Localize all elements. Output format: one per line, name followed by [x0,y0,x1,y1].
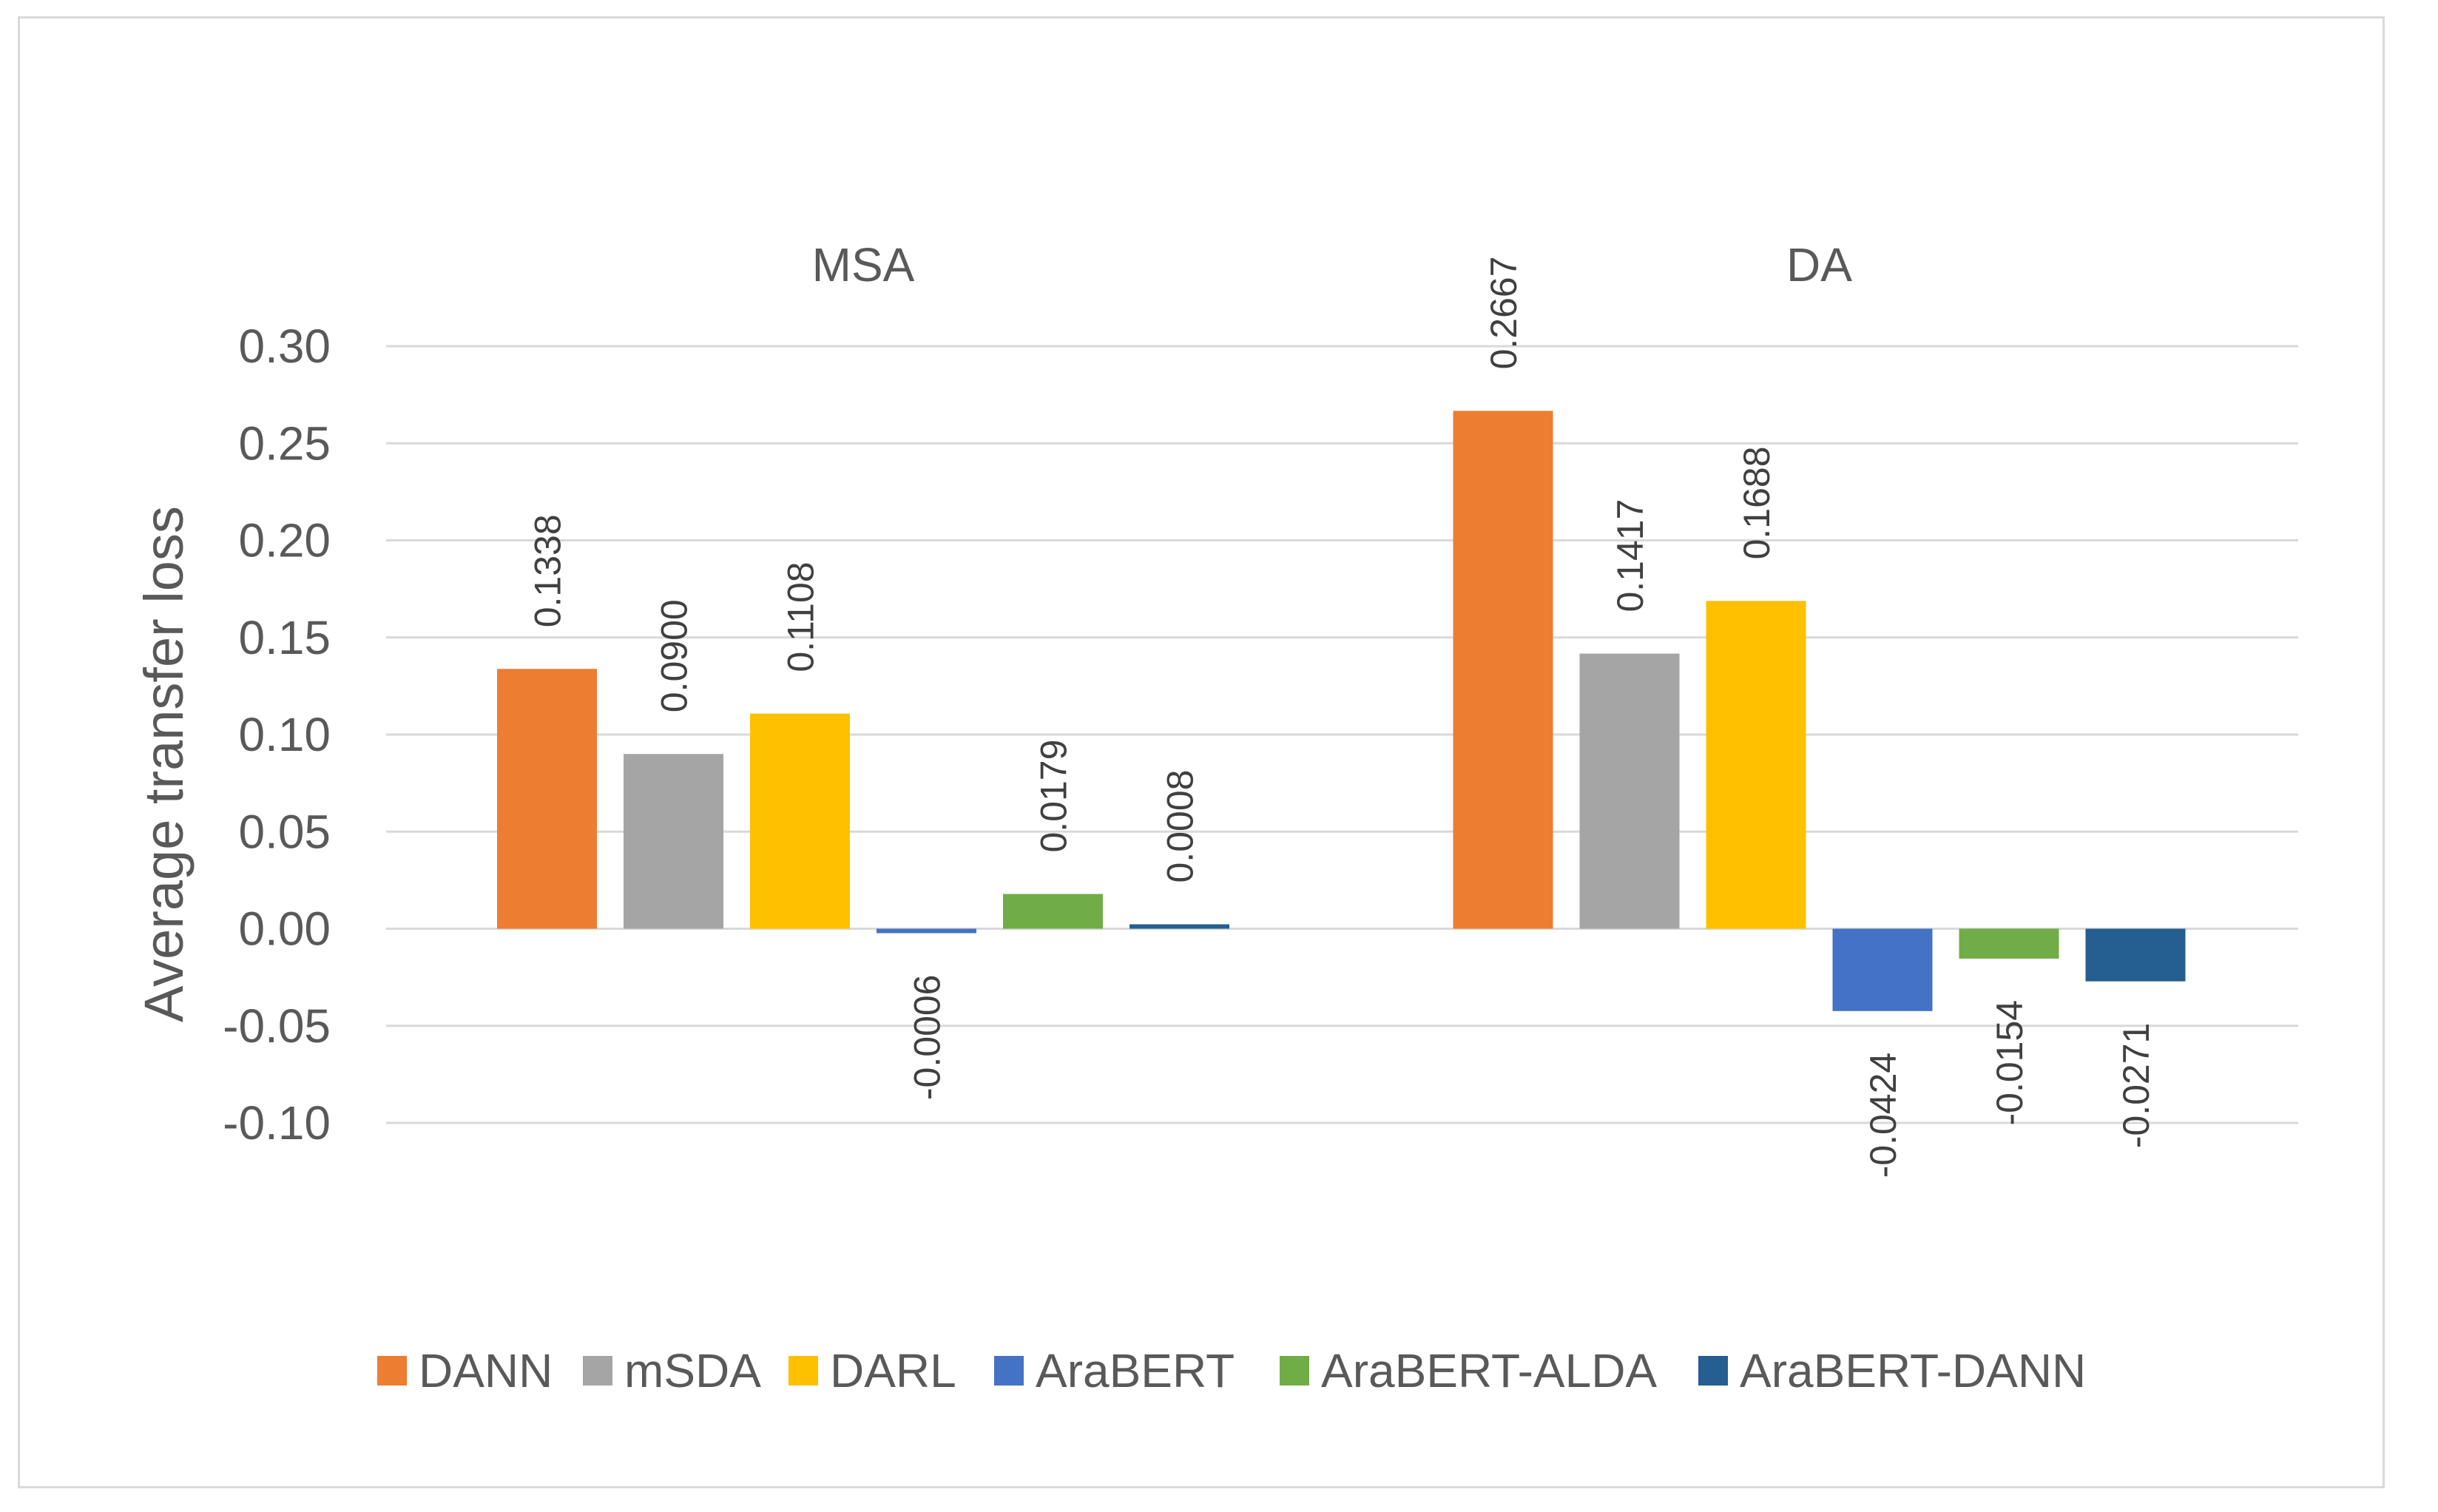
bar-darl-da [1706,601,1806,929]
data-labels: 0.1338 0.0900 0.1108 -0.0006 0.0179 0.0008 0.2… [527,256,2158,1178]
data-label-darl-msa: 0.1108 [780,561,822,672]
legend-label-arabert: AraBERT [1036,1344,1235,1397]
category-label-da: DA [1786,238,1852,291]
bar-dann-msa [497,669,597,929]
bar-arabert-da [1832,928,1933,1011]
bars [497,411,2186,1011]
data-label-arabert-alda-da: -0.0154 [1989,1000,2030,1126]
legend-swatch-arabert-alda [1280,1356,1309,1386]
y-tick-label: -0.10 [223,1096,331,1150]
data-label-arabert-alda-msa: 0.0179 [1033,740,1075,853]
legend: DANN mSDA DARL AraBERT AraBERT-ALDA AraBERT-D… [377,1344,2086,1397]
y-tick-label: 0.05 [238,805,331,858]
data-label-arabert-da: -0.0424 [1863,1053,1904,1178]
data-label-arabert-msa: -0.0006 [907,975,948,1101]
bar-chart: -0.10 -0.05 0.00 0.05 0.10 0.15 0.20 0.25 0.30 0… [133,238,2298,1397]
data-label-dann-msa: 0.1338 [527,514,569,627]
bar-msda-msa [624,754,723,929]
bar-msda-da [1579,653,1680,929]
category-labels: MSA DA [812,238,1853,291]
bar-arabert-alda-da [1959,928,2059,959]
legend-swatch-darl [789,1356,818,1386]
bar-arabert-dann-da [2085,928,2186,982]
bar-arabert-msa [877,928,976,934]
bar-arabert-dann-msa [1129,924,1229,929]
y-tick-label: 0.25 [238,416,331,470]
y-axis-ticks: -0.10 -0.05 0.00 0.05 0.10 0.15 0.20 0.25 0.30 [223,320,331,1150]
y-axis-title: Average transfer loss [133,506,195,1022]
y-tick-label: 0.10 [238,708,331,761]
data-label-msda-da: 0.1417 [1610,499,1651,612]
legend-swatch-arabert [994,1356,1024,1386]
legend-label-arabert-alda: AraBERT-ALDA [1321,1344,1657,1397]
category-label-msa: MSA [812,238,915,291]
data-label-arabert-dann-da: -0.0271 [2115,1023,2157,1149]
legend-label-darl: DARL [830,1344,956,1397]
bar-darl-msa [750,713,850,929]
data-label-msda-msa: 0.0900 [654,599,695,712]
y-tick-label: 0.00 [238,902,331,956]
y-tick-label: 0.30 [238,320,331,373]
legend-label-arabert-dann: AraBERT-DANN [1740,1344,2086,1397]
y-tick-label: 0.20 [238,514,331,567]
legend-label-dann: DANN [419,1344,553,1397]
data-label-arabert-dann-msa: 0.0008 [1160,770,1201,883]
data-label-darl-da: 0.1688 [1736,446,1777,559]
legend-swatch-dann [377,1356,407,1386]
legend-swatch-msda [583,1356,612,1386]
data-label-dann-da: 0.2667 [1483,256,1524,369]
y-tick-label: 0.15 [238,611,331,664]
chart-frame: -0.10 -0.05 0.00 0.05 0.10 0.15 0.20 0.25 0.30 0… [18,16,2385,1488]
y-tick-label: -0.05 [223,999,331,1053]
legend-label-msda: mSDA [624,1344,761,1397]
bar-dann-da [1453,411,1553,929]
bar-arabert-alda-msa [1003,894,1103,929]
legend-swatch-arabert-dann [1698,1356,1728,1386]
